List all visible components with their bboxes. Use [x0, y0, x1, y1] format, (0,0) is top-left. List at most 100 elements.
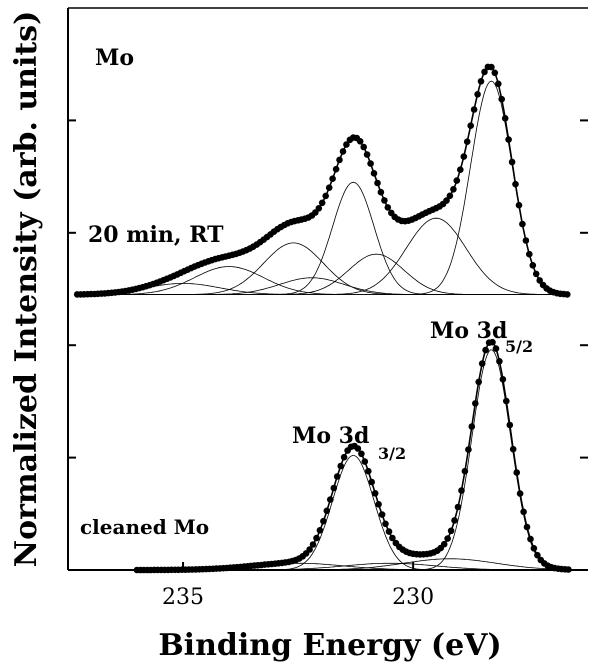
data-point-0-72: [322, 192, 330, 200]
fit-component-0-6: [77, 266, 569, 295]
data-point-1-106: [499, 376, 507, 383]
data-point-0-86: [370, 170, 378, 177]
data-point-0-76: [336, 156, 343, 164]
data-point-0-126: [508, 158, 516, 166]
data-point-1-70: [375, 501, 382, 508]
data-point-1-101: [482, 346, 489, 354]
data-point-1-100: [478, 360, 486, 367]
data-point-0-83: [360, 143, 368, 151]
data-point-0-113: [463, 138, 471, 145]
data-point-0-74: [329, 175, 336, 182]
data-point-1-97: [468, 423, 476, 430]
data-point-1-55: [323, 507, 331, 515]
data-point-1-95: [461, 467, 469, 475]
data-point-0-124: [501, 115, 509, 122]
data-point-0-111: [457, 166, 464, 173]
x-axis-label: Binding Energy (eV): [158, 628, 501, 663]
data-point-1-64: [354, 445, 362, 452]
data-points: [73, 63, 572, 574]
data-point-0-85: [367, 160, 374, 167]
data-point-0-127: [512, 180, 519, 188]
data-point-0-118: [481, 68, 488, 76]
data-point-0-71: [318, 199, 326, 207]
data-point-0-132: [529, 262, 537, 269]
fit-component-0-7: [77, 283, 569, 295]
data-point-1-115: [530, 545, 538, 552]
data-point-0-88: [377, 188, 385, 196]
data-point-1-99: [475, 378, 483, 386]
fit-component-0-2: [77, 253, 569, 295]
data-point-0-70: [315, 205, 323, 212]
data-point-0-108: [446, 192, 454, 200]
data-point-1-65: [358, 450, 365, 458]
data-point-1-54: [320, 517, 327, 525]
data-point-0-117: [477, 78, 485, 85]
data-point-0-87: [374, 179, 381, 187]
data-point-1-107: [503, 397, 510, 405]
data-point-1-108: [506, 421, 514, 429]
data-point-0-78: [343, 141, 350, 148]
data-point-1-73: [385, 528, 393, 535]
data-point-1-74: [389, 534, 396, 542]
svg-text:Mo 3d: Mo 3d: [430, 318, 507, 344]
data-point-1-60: [340, 453, 348, 461]
data-point-1-94: [458, 487, 465, 494]
data-point-1-103: [489, 338, 496, 346]
data-point-1-69: [371, 490, 379, 497]
data-point-1-105: [496, 358, 503, 365]
data-point-1-98: [472, 400, 479, 407]
data-point-1-72: [382, 520, 389, 528]
data-point-1-112: [520, 508, 527, 516]
data-point-0-73: [325, 184, 333, 191]
data-point-0-114: [467, 122, 475, 129]
data-point-0-130: [522, 237, 530, 244]
data-point-0-129: [519, 220, 526, 228]
data-point-0-133: [532, 270, 540, 278]
data-point-1-93: [454, 503, 462, 511]
data-point-1-52: [313, 534, 320, 542]
data-point-0-116: [474, 91, 481, 98]
data-point-0-90: [384, 204, 392, 211]
data-point-1-92: [451, 517, 458, 524]
data-point-0-125: [505, 136, 512, 143]
x-tick-label-0: 235: [162, 585, 204, 610]
data-point-1-104: [492, 345, 500, 352]
data-point-1-71: [378, 511, 386, 518]
data-point-1-111: [516, 490, 524, 497]
data-point-1-116: [534, 551, 541, 559]
data-point-1-125: [565, 566, 572, 573]
data-point-0-112: [460, 153, 468, 160]
y-axis-label: Normalized Intensity (arb. units): [9, 11, 44, 568]
data-point-0-142: [564, 291, 571, 298]
data-point-1-90: [444, 535, 451, 542]
panel-label-mo: Mo: [95, 45, 134, 71]
envelope-0: [77, 65, 569, 296]
annotation-3d32: Mo 3d 3/2: [292, 423, 406, 463]
data-point-1-51: [309, 541, 317, 548]
data-point-1-57: [330, 484, 338, 492]
data-point-0-82: [356, 138, 364, 145]
data-point-1-68: [368, 478, 376, 486]
data-point-0-75: [332, 165, 340, 173]
data-point-1-89: [440, 540, 448, 548]
data-point-1-67: [365, 467, 372, 475]
data-point-1-56: [327, 496, 334, 503]
annotation-3d52: Mo 3d 5/2: [430, 318, 533, 356]
data-point-0-120: [488, 63, 495, 71]
data-point-1-50: [306, 546, 313, 553]
data-point-0-134: [536, 277, 543, 284]
panel-label-cleaned: cleaned Mo: [80, 515, 209, 539]
data-point-0-89: [381, 197, 388, 204]
data-point-0-77: [339, 148, 347, 155]
data-point-1-59: [337, 462, 345, 470]
svg-text:5/2: 5/2: [505, 337, 533, 356]
data-point-0-84: [363, 151, 371, 158]
data-point-1-109: [509, 445, 517, 453]
data-point-1-114: [527, 535, 534, 543]
data-point-0-131: [526, 250, 533, 258]
data-point-1-53: [316, 527, 324, 534]
data-point-0-122: [495, 80, 502, 88]
data-point-0-109: [450, 186, 457, 193]
data-point-0-107: [443, 197, 450, 204]
